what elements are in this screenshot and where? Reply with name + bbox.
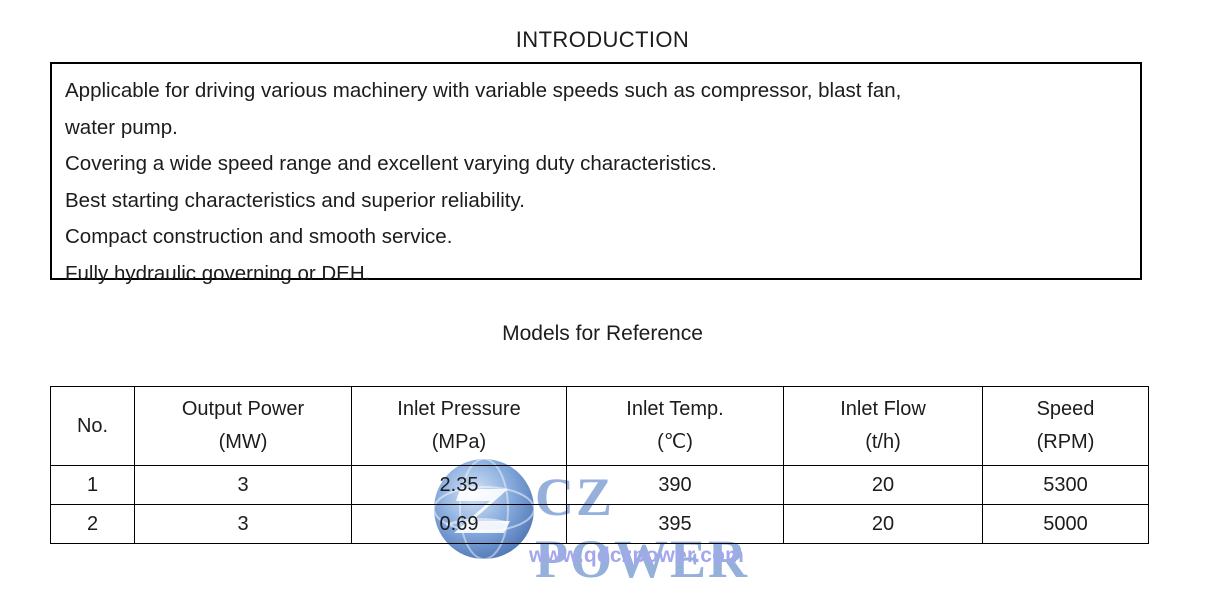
column-header-inlet-pressure: Inlet Pressure (MPa) xyxy=(351,386,567,466)
models-section-title: Models for Reference xyxy=(502,322,703,345)
page-title: INTRODUCTION xyxy=(515,27,690,52)
intro-line: Compact construction and smooth service. xyxy=(65,225,453,248)
column-header-label: Inlet Temp. xyxy=(626,398,724,420)
column-header-label: Inlet Pressure xyxy=(397,398,521,420)
intro-line: Fully hydraulic governing or DEH. xyxy=(65,261,371,285)
column-header-unit: (RPM) xyxy=(1036,431,1095,453)
cell-no: 2 xyxy=(50,504,135,544)
intro-line: Applicable for driving various machinery… xyxy=(65,79,902,102)
column-header-speed: Speed (RPM) xyxy=(982,386,1149,466)
column-header-label: No. xyxy=(76,414,109,437)
cell-output-power: 3 xyxy=(134,465,352,505)
table-row: 2 3 0.69 395 20 5000 xyxy=(50,504,1149,544)
table-row: 1 3 2.35 390 20 5300 xyxy=(50,465,1149,505)
column-header-label: Output Power xyxy=(181,398,305,420)
cell-inlet-flow: 20 xyxy=(783,465,983,505)
cell-inlet-flow: 20 xyxy=(783,504,983,544)
column-header-label: Inlet Flow xyxy=(840,398,926,420)
intro-line: water pump. xyxy=(65,115,178,139)
column-header-unit: (MPa) xyxy=(431,431,487,453)
introduction-box: Applicable for driving various machinery… xyxy=(50,62,1142,285)
intro-line: Covering a wide speed range and excellen… xyxy=(65,152,717,175)
cell-inlet-temp: 390 xyxy=(566,465,784,505)
cell-inlet-pressure: 0.69 xyxy=(351,504,567,544)
cell-speed: 5000 xyxy=(982,504,1149,544)
intro-line: Best starting characteristics and superi… xyxy=(65,188,525,212)
table-header-row: No. Output Power (MW) Inlet Pressure (MP… xyxy=(50,386,1149,466)
watermark-url: www.qdczpower.com xyxy=(529,544,744,567)
column-header-inlet-flow: Inlet Flow (t/h) xyxy=(783,386,983,466)
cell-speed: 5300 xyxy=(982,465,1149,505)
column-header-unit: (℃) xyxy=(657,431,693,453)
cell-no: 1 xyxy=(50,465,135,505)
cell-inlet-pressure: 2.35 xyxy=(351,465,567,505)
cell-output-power: 3 xyxy=(134,504,352,544)
column-header-no: No. xyxy=(50,386,135,466)
column-header-label: Speed xyxy=(1036,398,1095,420)
column-header-output-power: Output Power (MW) xyxy=(134,386,352,466)
column-header-unit: (t/h) xyxy=(865,431,901,453)
cell-inlet-temp: 395 xyxy=(566,504,784,544)
column-header-unit: (MW) xyxy=(218,431,268,453)
models-for-reference-table: No. Output Power (MW) Inlet Pressure (MP… xyxy=(50,386,1149,544)
column-header-inlet-temp: Inlet Temp. (℃) xyxy=(566,386,784,466)
